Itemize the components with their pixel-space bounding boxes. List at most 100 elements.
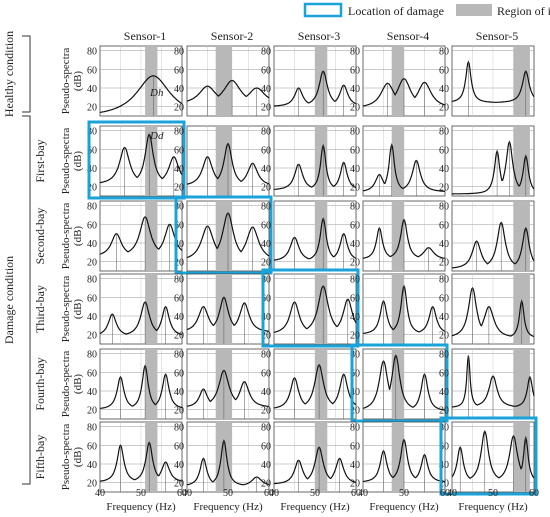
ytick-label: 80 [350,423,360,434]
spectrum-line [273,217,357,261]
ytick-label: 60 [174,368,184,379]
ytick-label: 40 [350,239,360,250]
ytick-label: 40 [439,460,449,471]
ytick-label: 60 [87,293,97,304]
legend-roi-swatch [456,4,492,16]
spectrum-line [362,284,446,334]
ytick-label: 20 [174,479,184,490]
spectrum-line [99,441,183,482]
spectrum-line [273,143,357,190]
ytick-label: 20 [350,406,360,417]
panel-r4-c1: 20 40 60 80 [87,348,183,420]
ytick-label: 80 [439,350,449,361]
xtick-label: 50 [488,488,498,499]
ytick-label: 20 [174,331,184,342]
ytick-label: 80 [350,202,360,213]
ytick-label: 40 [439,312,449,323]
ylabel-line1-row-3: Pseudo-spectra [60,276,72,343]
ytick-label: 80 [261,127,271,138]
xtick-label: 60 [351,488,361,499]
ytick-label: 80 [439,47,449,58]
healthy-condition-label: Healthy condition [2,31,16,117]
legend: Location of damage Region of interest [303,2,550,18]
roi-band [145,422,158,492]
ytick-label: 60 [174,145,184,156]
ytick-label: 80 [87,350,97,361]
ytick-label: 20 [87,183,97,194]
ytick-label: 80 [174,275,184,286]
sensor-header-4: Sensor-4 [387,29,429,43]
row-labels: Pseudo-spectra (dB)First-bay Pseudo-spectr… [33,48,84,491]
xtick-label: 40 [447,488,457,499]
row-label-3: Third-bay [33,285,47,333]
panel-r1-c4: 20 40 60 80 [350,125,446,197]
ytick-label: 20 [174,183,184,194]
ytick-label: 20 [439,103,449,114]
ytick-label: 80 [261,423,271,434]
spectrum-line [273,446,357,485]
ytick-label: 60 [87,145,97,156]
ytick-label: 60 [350,293,360,304]
ytick-label: 20 [350,479,360,490]
ytick-label: 80 [439,202,449,213]
roi-band [513,46,530,116]
ytick-label: 60 [174,293,184,304]
panel-r2-c2: 20 40 60 80 [174,195,273,275]
spectrum-line [186,369,270,408]
ytick-label: 40 [174,312,184,323]
legend-roi-label: Region of interest [497,4,550,18]
xtick-label: 60 [264,488,274,499]
xtick-label: 40 [269,488,279,499]
damage-location-box [439,416,538,496]
ytick-label: 60 [439,220,449,231]
ytick-label: 20 [87,331,97,342]
sensor-header-5: Sensor-5 [476,29,518,43]
ytick-label: 40 [87,84,97,95]
ytick-label: 40 [350,460,360,471]
ytick-label: 40 [87,387,97,398]
damage-location-box [87,120,186,200]
annotation-dd: Dd [149,130,164,142]
xtick-label: 50 [136,488,146,499]
ytick-label: 40 [439,84,449,95]
healthy-bracket [22,35,31,113]
ytick-label: 20 [174,258,184,269]
panel-r3-c2: 20 40 60 80 [174,273,270,345]
ytick-label: 80 [439,275,449,286]
panel-r2-c5: 20 40 60 80 [439,200,535,272]
ytick-label: 40 [174,460,184,471]
ytick-label: 60 [350,368,360,379]
xtick-label: 40 [358,488,368,499]
ylabel-line2-row-2: (dB) [72,226,84,247]
xtick-label: 40 [95,488,105,499]
ytick-label: 80 [350,127,360,138]
ytick-label: 60 [439,441,449,452]
spectrum-line [274,70,357,107]
spectrum-line [99,216,183,255]
roi-band [391,422,404,492]
ytick-label: 80 [87,202,97,213]
panel-r2-c1: 20 40 60 80 [87,200,183,272]
spectrum-line [362,354,446,411]
damage-location-box [174,195,273,275]
spectrum-line [273,285,357,333]
ytick-label: 40 [261,387,271,398]
spectrum-line [273,364,357,409]
ytick-label: 20 [350,258,360,269]
panel-r0-c2: 20 40 60 80 [174,45,270,117]
roi-band [513,349,530,419]
panel-r1-c5: 20 40 60 80 [439,125,535,197]
ytick-label: 80 [350,47,360,58]
ytick-label: 20 [174,103,184,114]
ytick-label: 60 [87,441,97,452]
roi-band [145,349,158,419]
ytick-label: 20 [261,406,271,417]
ytick-label: 60 [350,220,360,231]
spectrum-line [452,140,535,195]
ytick-label: 80 [174,47,184,58]
xlabel-col-1: Frequency (Hz) [106,501,176,513]
panel-r2-c4: 20 40 60 80 [350,200,446,272]
ytick-label: 60 [439,368,449,379]
ytick-label: 80 [87,275,97,286]
